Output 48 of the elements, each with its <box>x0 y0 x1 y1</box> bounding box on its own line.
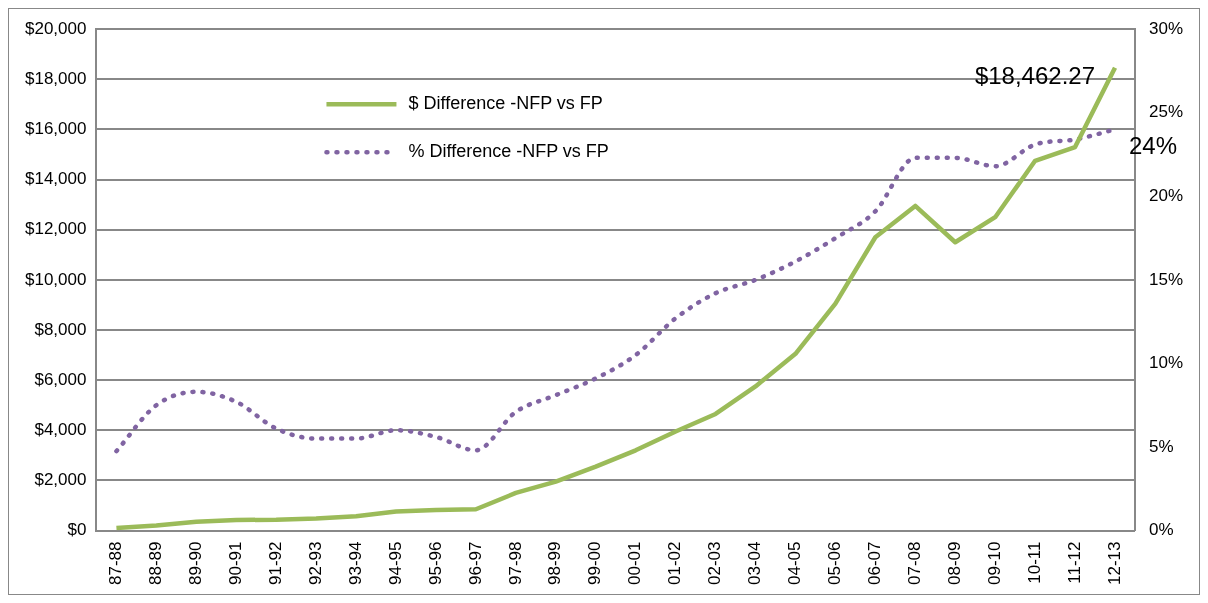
x-tick-label: 10-11 <box>1024 541 1044 584</box>
x-tick-label: 02-03 <box>705 541 725 585</box>
y-tick-label: $6,000 <box>34 369 87 389</box>
x-tick-label: 04-05 <box>785 541 805 585</box>
x-tick-label: 96-97 <box>465 541 485 585</box>
x-tick-label: 98-99 <box>545 541 565 585</box>
x-tick-label: 93-94 <box>345 541 365 585</box>
y2-tick-label: 0% <box>1148 520 1174 540</box>
y2-tick-label: 15% <box>1148 269 1184 289</box>
x-tick-label: 94-95 <box>385 541 405 585</box>
x-tick-label: 88-89 <box>146 541 166 585</box>
x-tick-label: 99-00 <box>585 541 605 585</box>
x-tick-label: 95-96 <box>425 541 445 585</box>
x-tick-label: 87-88 <box>106 541 126 585</box>
x-tick-label: 91-92 <box>265 541 285 585</box>
x-tick-label: 11-12 <box>1064 541 1084 584</box>
y2-tick-label: 30% <box>1148 18 1184 38</box>
x-tick-label: 97-98 <box>505 541 525 585</box>
legend-label: % Difference -NFP vs FP <box>408 141 609 162</box>
y-tick-label: $4,000 <box>34 419 87 439</box>
x-tick-label: 08-09 <box>944 541 964 585</box>
x-tick-label: 12-13 <box>1104 541 1124 585</box>
y-tick-label: $2,000 <box>34 470 87 490</box>
x-tick-label: 03-04 <box>745 541 765 585</box>
y-tick-label: $18,000 <box>25 69 87 89</box>
x-tick-label: 92-93 <box>305 541 325 585</box>
x-tick-label: 90-91 <box>225 541 245 585</box>
x-tick-label: 01-02 <box>665 541 685 585</box>
y-tick-label: $12,000 <box>25 219 87 239</box>
x-tick-label: 89-90 <box>186 541 205 585</box>
y-tick-label: $0 <box>67 520 87 540</box>
y2-tick-label: 25% <box>1148 102 1184 122</box>
x-tick-label: 06-07 <box>865 541 885 585</box>
y2-tick-label: 20% <box>1148 185 1184 205</box>
annotation: $18,462.27 <box>974 62 1095 90</box>
y-tick-label: $10,000 <box>25 269 87 289</box>
y2-tick-label: 5% <box>1148 436 1174 456</box>
x-tick-label: 05-06 <box>825 541 845 585</box>
y-tick-label: $16,000 <box>25 119 87 139</box>
x-tick-label: 00-01 <box>625 541 645 585</box>
y-tick-label: $14,000 <box>25 169 87 189</box>
y-tick-label: $20,000 <box>25 18 87 38</box>
y2-tick-label: 10% <box>1148 353 1184 373</box>
y-tick-label: $8,000 <box>34 319 87 339</box>
x-tick-label: 07-08 <box>904 541 924 585</box>
x-tick-label: 09-10 <box>984 541 1004 585</box>
legend-label: $ Difference -NFP vs FP <box>408 93 603 114</box>
annotation: 24% <box>1129 132 1178 160</box>
